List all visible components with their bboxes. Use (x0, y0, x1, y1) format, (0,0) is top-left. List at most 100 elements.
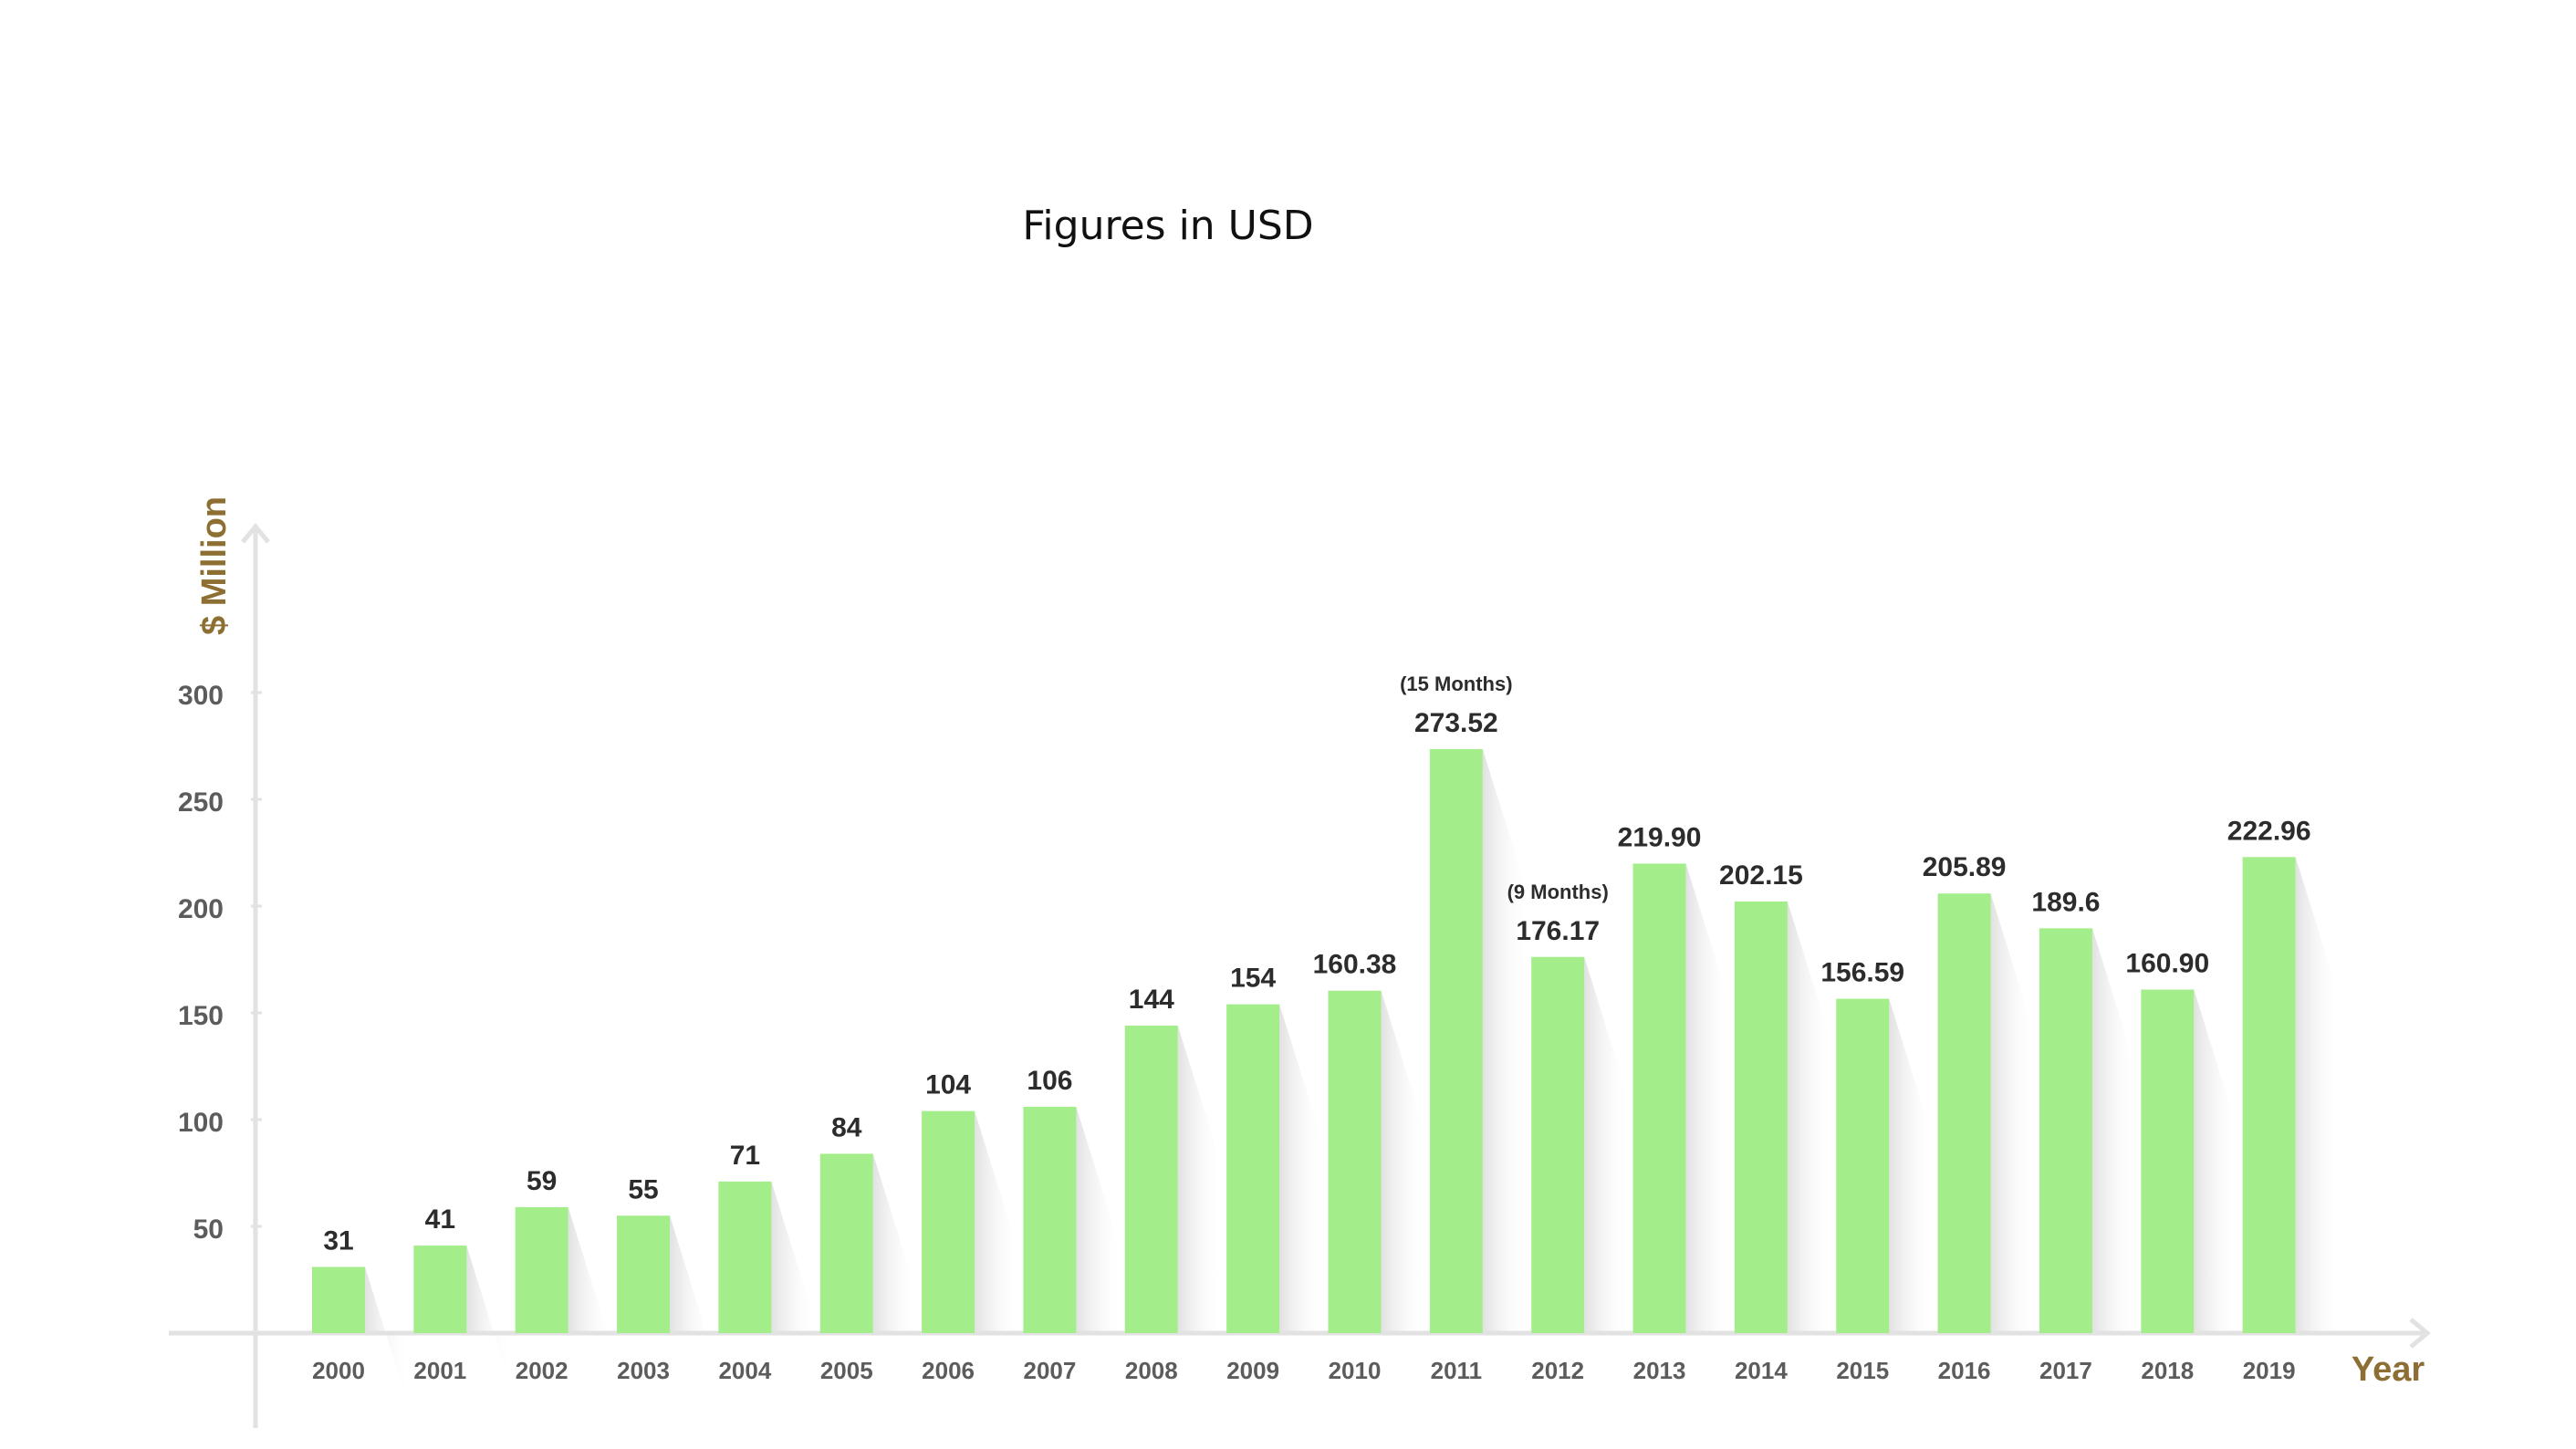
x-tick-label: 2003 (617, 1357, 670, 1384)
value-label: 176.17 (1516, 916, 1600, 946)
value-label: 154 (1230, 964, 1276, 994)
x-tick-label: 2001 (413, 1357, 466, 1384)
value-label: 55 (628, 1174, 658, 1204)
y-tick-label: 300 (178, 681, 224, 711)
x-tick-label: 2006 (922, 1357, 975, 1384)
value-label: 104 (925, 1070, 971, 1100)
annotations: (15 Months) (9 Months) (1400, 672, 1609, 903)
bar (1531, 956, 1585, 1333)
bar (617, 1215, 671, 1333)
bars (312, 748, 2296, 1333)
y-tick-label: 150 (178, 1001, 224, 1031)
bar-shadow (1787, 901, 1833, 1333)
y-tick-label: 250 (178, 787, 224, 818)
bar (1937, 893, 1991, 1333)
value-label: 219.90 (1618, 822, 1702, 852)
bar (1226, 1004, 1280, 1333)
value-label: 205.89 (1923, 852, 2007, 882)
x-tick-label: 2009 (1226, 1357, 1279, 1384)
bar-shadow (670, 1215, 716, 1362)
bar (1124, 1026, 1178, 1333)
bar (1734, 901, 1788, 1333)
x-tick-label: 2015 (1836, 1357, 1889, 1384)
x-tick-label: 2005 (820, 1357, 873, 1384)
bar-shadow (1889, 998, 1935, 1333)
value-label: 160.90 (2125, 948, 2209, 978)
x-tick-label: 2012 (1531, 1357, 1584, 1384)
x-tick-label: 2007 (1024, 1357, 1077, 1384)
value-labels: 31 41 59 55 71 84 104 106 144 154 160.38 273.52 176.… (323, 708, 2310, 1256)
bar (312, 1267, 365, 1333)
y-axis-title: $ Million (195, 496, 234, 635)
bar (413, 1246, 467, 1333)
x-tick-label: 2016 (1938, 1357, 1991, 1384)
x-tick-label: 2017 (2039, 1357, 2092, 1384)
value-label: 273.52 (1414, 708, 1498, 738)
bar-shadow (2295, 857, 2341, 1333)
value-label: 222.96 (2227, 816, 2311, 846)
y-tick-label: 50 (193, 1214, 224, 1245)
bar-shadow (975, 1110, 1021, 1333)
bar (1632, 863, 1686, 1333)
bar (1836, 998, 1890, 1333)
value-label: 160.38 (1313, 950, 1397, 980)
bar-shadow (1076, 1106, 1122, 1333)
x-tick-labels: 2000 2001 2002 2003 2004 2005 2006 2007 2008 2009… (312, 1357, 2295, 1384)
bar-shadow (568, 1206, 614, 1353)
value-label: 84 (831, 1112, 862, 1142)
x-tick-label: 2014 (1735, 1357, 1788, 1384)
value-label: 202.15 (1719, 860, 1803, 891)
bar (1429, 748, 1483, 1333)
x-tick-label: 2010 (1329, 1357, 1382, 1384)
x-tick-label: 2013 (1633, 1357, 1686, 1384)
bar-shadow (872, 1153, 919, 1333)
bar (2039, 928, 2092, 1333)
bar-shadow (1584, 956, 1631, 1333)
x-tick-label: 2019 (2243, 1357, 2296, 1384)
annotation-label: (15 Months) (1400, 672, 1512, 695)
bar (922, 1110, 975, 1333)
bar-shadow (2194, 989, 2240, 1333)
x-tick-label: 2002 (516, 1357, 568, 1384)
value-label: 41 (425, 1204, 455, 1235)
bar-shadows (365, 748, 2341, 1413)
bar (2242, 857, 2296, 1333)
x-tick-label: 2004 (718, 1357, 771, 1384)
bar-shadow (1990, 893, 2037, 1333)
bar-shadow (2091, 928, 2138, 1333)
bar-shadow (365, 1267, 411, 1413)
x-tick-label: 2011 (1431, 1357, 1482, 1384)
value-label: 31 (323, 1225, 353, 1256)
x-axis-arrow-icon (2409, 1318, 2431, 1349)
bar-shadow (1177, 1026, 1224, 1333)
annotation-label: (9 Months) (1507, 881, 1609, 903)
bar-shadow (1685, 863, 1732, 1333)
bar (718, 1181, 772, 1333)
bar-shadow (771, 1181, 818, 1333)
bar (819, 1153, 873, 1333)
bar (1328, 990, 1382, 1333)
value-label: 144 (1129, 985, 1174, 1015)
bar-shadow (1279, 1004, 1326, 1333)
value-label: 189.6 (2031, 887, 2100, 917)
bar (515, 1206, 568, 1333)
value-label: 59 (527, 1166, 557, 1196)
bar-shadow (466, 1246, 513, 1392)
x-tick-label: 2000 (312, 1357, 365, 1384)
x-tick-label: 2008 (1125, 1357, 1178, 1384)
y-tick-label: 200 (178, 894, 224, 924)
value-label: 106 (1027, 1066, 1072, 1096)
x-axis-title: Year (2352, 1350, 2425, 1389)
y-axis-arrow-icon (241, 523, 270, 544)
bar (1023, 1106, 1077, 1333)
y-tick-labels: 50 100 150 200 250 300 (178, 681, 262, 1245)
value-label: 71 (730, 1141, 760, 1171)
bar (2141, 989, 2195, 1333)
y-tick-label: 100 (178, 1108, 224, 1138)
chart-subtitle: Figures in USD (1022, 203, 1313, 249)
x-tick-label: 2018 (2141, 1357, 2194, 1384)
bar-shadow (1381, 990, 1427, 1333)
bar-shadow (1482, 748, 1528, 1333)
